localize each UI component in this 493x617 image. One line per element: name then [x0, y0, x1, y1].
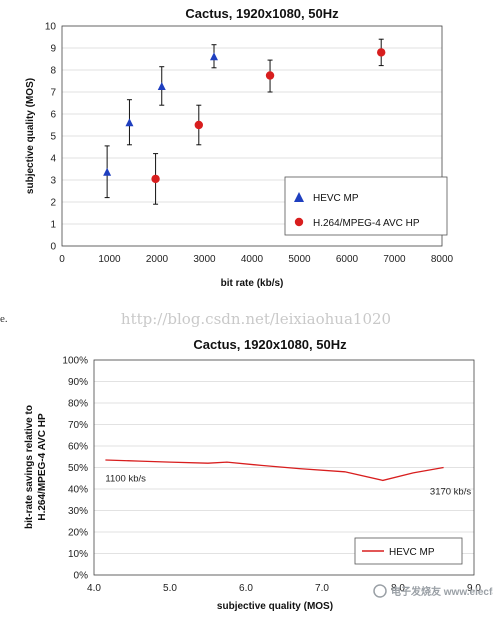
top-legend-label-avc: H.264/MPEG-4 AVC HP [313, 218, 420, 229]
bottom-y-tick-label: 30% [68, 506, 88, 517]
bottom-y-tick-label: 0% [74, 571, 89, 582]
bottom-chart: Cactus, 1920x1080, 50Hz 0% 10% 20% 30% 40% 50… [24, 337, 481, 612]
stray-caption-fragment: e. [0, 313, 8, 325]
logo-circle-icon [373, 584, 387, 598]
top-y-tick-label: 8 [50, 66, 56, 77]
bottom-y-tick-label: 20% [68, 528, 88, 539]
annotation-high-bitrate: 3170 kb/s [430, 486, 471, 497]
legend-triangle-marker-icon [294, 192, 304, 202]
top-plot-frame [61, 25, 443, 247]
top-x-tick-label: 1000 [98, 254, 121, 265]
legend-circle-marker-icon [294, 217, 304, 227]
data-point-avc [194, 120, 203, 130]
top-x-tick-label: 7000 [383, 254, 406, 265]
bottom-legend-label-hevc: HEVC MP [389, 547, 435, 558]
bottom-y-tick-label: 60% [68, 442, 88, 453]
top-y-tick-labels: 0 1 2 3 4 5 6 7 8 9 10 [45, 22, 57, 253]
top-y-tick-label: 4 [50, 154, 56, 165]
data-point-avc [151, 174, 160, 184]
top-y-tick-label: 5 [50, 132, 56, 143]
top-chart-title: Cactus, 1920x1080, 50Hz [185, 6, 339, 21]
top-x-tick-label: 6000 [336, 254, 359, 265]
bottom-legend: HEVC MP [354, 537, 463, 565]
bottom-y-tick-label: 100% [62, 356, 88, 367]
bottom-y-tick-label: 80% [68, 399, 88, 410]
bottom-y-tick-label: 50% [68, 463, 88, 474]
data-point-hevc [125, 118, 134, 127]
bottom-x-axis-label: subjective quality (MOS) [217, 601, 333, 612]
top-x-tick-label: 5000 [288, 254, 311, 265]
watermark-url: http://blog.csdn.net/leixiaohua1020 [121, 310, 391, 328]
top-y-tick-label: 2 [50, 198, 56, 209]
top-x-tick-label: 4000 [241, 254, 264, 265]
bottom-x-tick-label: 6.0 [239, 583, 253, 594]
top-y-tick-label: 7 [50, 88, 56, 99]
data-point-hevc [210, 52, 218, 61]
bottom-y-tick-labels: 0% 10% 20% 30% 40% 50% 60% 70% 80% 90% 100% [62, 356, 88, 582]
site-logo: 电子发烧友 www.elecfans.com [373, 584, 493, 598]
top-legend-label-hevc: HEVC MP [313, 193, 359, 204]
top-x-tick-label: 2000 [146, 254, 169, 265]
top-y-tick-label: 6 [50, 110, 56, 121]
top-x-tick-labels: 0 1000 2000 3000 4000 5000 6000 7000 8000 [59, 254, 453, 265]
top-y-tick-label: 3 [50, 176, 56, 187]
data-point-hevc [103, 167, 112, 176]
top-y-tick-label: 10 [45, 22, 57, 33]
bottom-y-tick-label: 90% [68, 377, 88, 388]
top-legend-box [284, 176, 448, 236]
bottom-y-axis-label-line1: bit-rate savings relative to [24, 405, 35, 529]
bottom-x-tick-label: 7.0 [315, 583, 329, 594]
bottom-y-tick-label: 10% [68, 549, 88, 560]
data-point-avc [265, 71, 275, 80]
top-x-axis-label: bit rate (kb/s) [221, 278, 284, 289]
top-legend: HEVC MP H.264/MPEG-4 AVC HP [284, 176, 448, 236]
top-y-axis-label: subjective quality (MOS) [25, 78, 36, 194]
annotation-low-bitrate: 1100 kb/s [105, 473, 146, 484]
bottom-plot-frame [93, 359, 475, 576]
bottom-x-tick-label: 4.0 [87, 583, 101, 594]
top-y-tick-label: 1 [50, 220, 56, 231]
data-point-hevc [157, 82, 166, 90]
bottom-x-tick-label: 8.0 [391, 583, 405, 594]
bottom-x-tick-labels: 4.0 5.0 6.0 7.0 8.0 9.0 [87, 583, 481, 594]
bottom-x-tick-label: 9.0 [467, 583, 481, 594]
bottom-y-tick-label: 40% [68, 485, 88, 496]
series-line-hevc [105, 459, 444, 482]
top-x-tick-label: 8000 [431, 254, 454, 265]
top-chart: Cactus, 1920x1080, 50Hz 0 1 2 3 4 5 6 7 8 9 10 0 10… [25, 6, 454, 289]
logo-text: 电子发烧友 www.elecfans.com [391, 585, 493, 598]
top-y-tick-label: 9 [50, 44, 56, 55]
top-y-tick-label: 0 [50, 242, 56, 253]
data-point-avc [377, 48, 386, 57]
bottom-y-tick-label: 70% [68, 420, 88, 431]
top-x-tick-label: 0 [59, 254, 65, 265]
top-x-tick-label: 3000 [193, 254, 216, 265]
bottom-x-tick-label: 5.0 [163, 583, 177, 594]
bottom-chart-title: Cactus, 1920x1080, 50Hz [193, 337, 347, 352]
top-data-marks [103, 38, 386, 205]
bottom-y-axis-label-line2: H.264/MPEG-4 AVC HP [37, 413, 48, 521]
